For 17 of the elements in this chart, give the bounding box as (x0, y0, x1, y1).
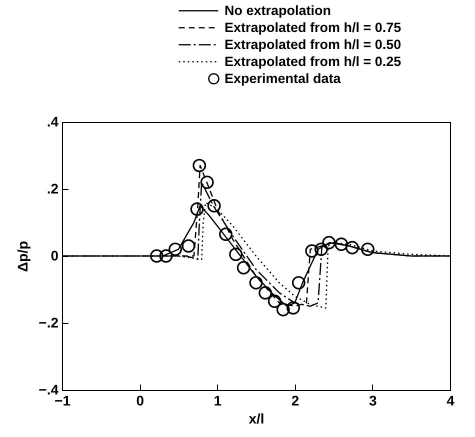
legend-label: Extrapolated from h/l = 0.25 (224, 54, 402, 69)
x-tick-label: 3 (369, 392, 377, 408)
x-tick-label: 1 (214, 392, 222, 408)
y-tick-label: .2 (46, 180, 59, 196)
legend-label: Extrapolated from h/l = 0.50 (224, 36, 402, 52)
y-tick-label: 0 (50, 248, 59, 264)
x-tick-label: 4 (446, 392, 455, 408)
legend-label: No extrapolation (224, 2, 332, 18)
y-axis-title: Δp/p (14, 240, 31, 272)
y-tick-label: .4 (46, 114, 59, 130)
x-tick-label: 2 (291, 392, 300, 408)
y-tick-label: −.4 (38, 382, 59, 398)
legend-label: Experimental data (224, 70, 342, 86)
legend-label: Extrapolated from h/l = 0.75 (224, 20, 402, 35)
x-axis-title: x/l (248, 410, 264, 426)
y-tick-label: −.2 (38, 314, 59, 330)
x-tick-label: 0 (136, 392, 144, 408)
